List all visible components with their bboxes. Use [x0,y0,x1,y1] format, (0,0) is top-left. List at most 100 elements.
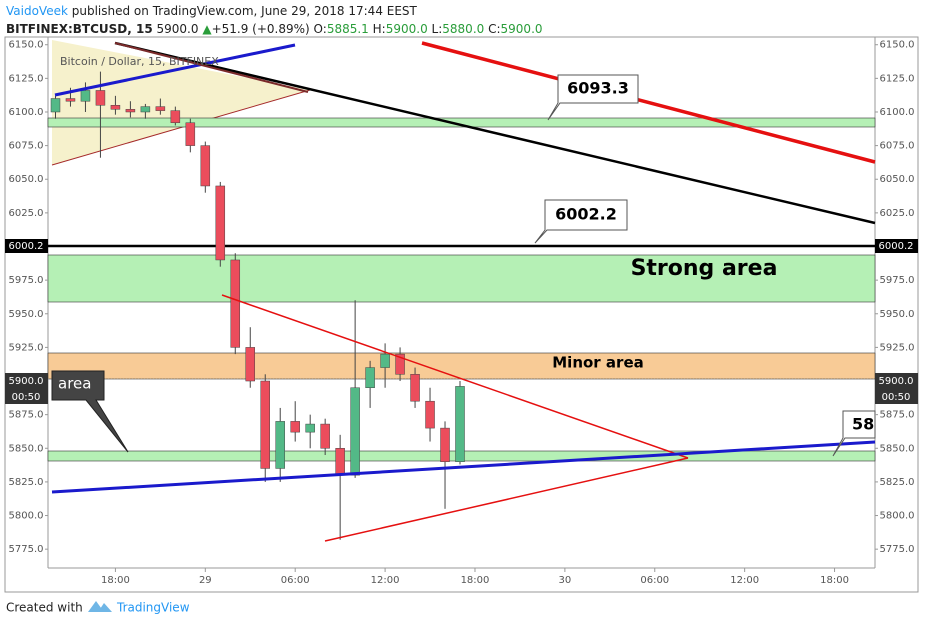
o-label: O: [314,22,327,36]
price-tag-text: 5900.0 [9,376,44,387]
x-tick-label: 12:00 [730,575,759,586]
y-tick-label: 6100.0 [9,107,44,118]
y-tick-label: 5850.0 [880,443,915,454]
y-tick-label: 6050.0 [880,174,915,185]
candles [50,71,465,540]
candle-body [350,387,360,476]
price-tag [875,239,918,253]
l-label: L: [432,22,443,36]
trend-line [114,42,309,93]
trend-line [51,440,876,494]
frame [4,36,919,593]
y-tick-label: 6075.0 [9,141,44,152]
y-tick-label: 5875.0 [880,410,915,421]
x-tick-label: 06:00 [281,575,310,586]
y-tick-label: 6025.0 [880,208,915,219]
o: 5885.1 [327,22,369,36]
candle-body [170,110,181,123]
trend-line [114,41,876,225]
y-tick-label: 6150.0 [9,40,44,51]
footer-brand[interactable]: TradingView [116,601,190,615]
candle-body [155,106,166,111]
y-tick-label: 5975.0 [880,275,915,286]
y-tick-label: 5825.0 [880,477,915,488]
change: +51.9 (+0.89%) [212,22,310,36]
zone [47,352,876,380]
x-tick-label: 18:00 [461,575,490,586]
candle-body [125,109,136,113]
candle-body [410,374,420,402]
author: VaidoVeek [6,4,68,18]
candle-body [365,367,375,388]
candle-body [200,145,211,187]
candle-body [215,185,226,261]
x-tick-label: 29 [199,575,212,586]
watermark: Bitcoin / Dollar, 15, BITFINEX [60,55,219,68]
callout-text: 6002.2 [555,205,617,224]
candle-body [425,400,435,429]
candle-body [275,421,285,469]
callout-text: 58 [852,415,874,434]
y-tick-label: 5850.0 [9,443,44,454]
y-tick-label: 5875.0 [9,410,44,421]
y-tick-label: 5975.0 [9,275,44,286]
x-tick-label: 30 [559,575,572,586]
candle-body [395,353,405,375]
zone-label: Strong area [631,256,778,281]
h-label: H: [373,22,386,36]
x-tick-label: 06:00 [640,575,669,586]
y-tick-label: 5800.0 [9,511,44,522]
callout [534,199,628,244]
trend-line [324,457,689,542]
y-tick-label: 6150.0 [880,40,915,51]
footer-created: Created with [6,601,83,615]
countdown: 00:50 [12,392,41,403]
candle-body [305,423,315,433]
candle-body [140,106,151,113]
l: 5880.0 [442,22,484,36]
y-tick-label: 5925.0 [9,342,44,353]
y-tick-label: 5950.0 [9,309,44,320]
callout-text: area [58,375,91,393]
zone-label: Minor area [552,354,644,372]
trend-line [221,294,689,459]
x-tick-label: 12:00 [371,575,400,586]
y-tick-label: 6025.0 [9,208,44,219]
c: 5900.0 [501,22,543,36]
symbol-line: BITFINEX:BTCUSD, 15 5900.0 ▲+51.9 (+0.89… [6,22,543,36]
candle-body [65,98,76,102]
published: published on TradingView.com, June 29, 2… [72,4,418,18]
candle-body [335,448,345,476]
last: 5900.0 [157,22,199,36]
drawings [47,40,876,462]
y-tick-label: 6050.0 [9,174,44,185]
countdown: 00:50 [882,392,911,403]
c-label: C: [488,22,500,36]
trend-line [421,41,876,164]
candle-body [185,122,196,146]
candle-body [95,90,106,106]
triangle-zone [52,40,310,165]
price-tag [5,239,48,253]
zone [47,254,876,303]
y-tick-label: 6125.0 [880,73,915,84]
callout [547,74,639,121]
trend-lines [51,41,876,542]
y-tick-label: 6075.0 [880,141,915,152]
price-tag-text: 6000.2 [9,241,44,252]
callout [51,370,129,453]
y-tick-label: 6125.0 [9,73,44,84]
candle-body [245,347,255,382]
y-tick-label: 5925.0 [880,342,915,353]
y-tick-label: 5775.0 [880,544,915,555]
y-tick-label: 5800.0 [880,511,915,522]
trend-line [51,89,311,166]
ticks: 5775.0 5775.0 5800.0 5800.0 5825.0 5825.0 5850… [9,40,915,586]
price-tag-text: 6000.2 [879,241,914,252]
y-tick-label: 5950.0 [880,309,915,320]
callout [832,410,876,457]
price-tag-text: 5900.0 [879,376,914,387]
zone [47,117,876,128]
header: VaidoVeek published on TradingView.com, … [6,4,418,18]
